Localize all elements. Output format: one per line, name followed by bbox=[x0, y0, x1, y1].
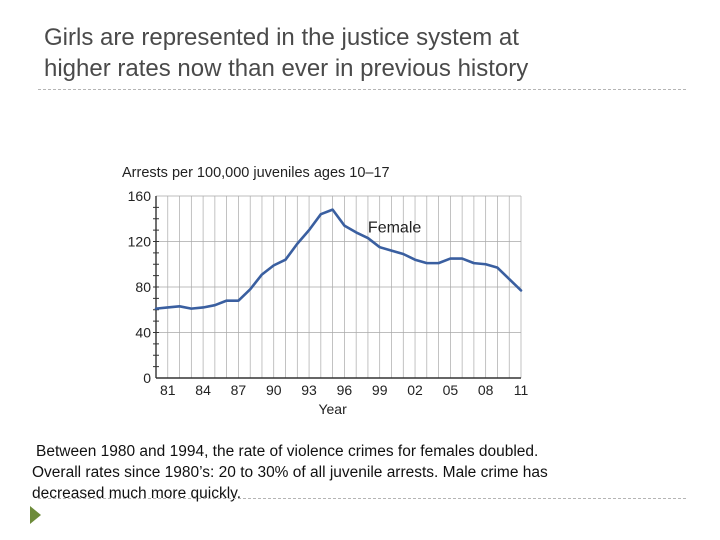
x-axis-label: Year bbox=[318, 401, 347, 417]
x-tick-label: 08 bbox=[478, 382, 494, 398]
slide-title: Girls are represented in the justice sys… bbox=[44, 24, 529, 82]
y-tick-label: 160 bbox=[128, 188, 152, 204]
series-label: Female bbox=[368, 219, 421, 236]
x-tick-label: 93 bbox=[301, 382, 317, 398]
x-tick-label: 84 bbox=[195, 382, 211, 398]
x-tick-label: 87 bbox=[231, 382, 247, 398]
y-tick-label: 120 bbox=[128, 234, 152, 250]
footer-divider bbox=[38, 498, 686, 499]
title-divider bbox=[38, 89, 686, 90]
y-tick-label: 40 bbox=[135, 325, 151, 341]
caption-line: Overall rates since 1980’s: 20 to 30% of… bbox=[32, 464, 548, 481]
caption-line: decreased much more quickly. bbox=[32, 485, 242, 502]
x-tick-label: 96 bbox=[337, 382, 353, 398]
x-tick-label: 05 bbox=[443, 382, 459, 398]
x-tick-label: 99 bbox=[372, 382, 388, 398]
x-tick-label: 90 bbox=[266, 382, 282, 398]
y-tick-label: 80 bbox=[135, 279, 151, 295]
caption-text: Between 1980 and 1994, the rate of viole… bbox=[32, 441, 682, 504]
arrests-line-chart: Arrests per 100,000 juveniles ages 10–17… bbox=[118, 158, 538, 420]
chart-title: Arrests per 100,000 juveniles ages 10–17 bbox=[122, 165, 390, 181]
female-series-line bbox=[154, 208, 523, 310]
caption-line: Between 1980 and 1994, the rate of viole… bbox=[36, 443, 539, 460]
bullet-arrow-icon bbox=[30, 506, 41, 524]
x-tick-label: 11 bbox=[514, 382, 529, 398]
x-tick-label: 02 bbox=[407, 382, 423, 398]
x-tick-label: 81 bbox=[160, 382, 176, 398]
y-tick-label: 0 bbox=[143, 370, 151, 386]
